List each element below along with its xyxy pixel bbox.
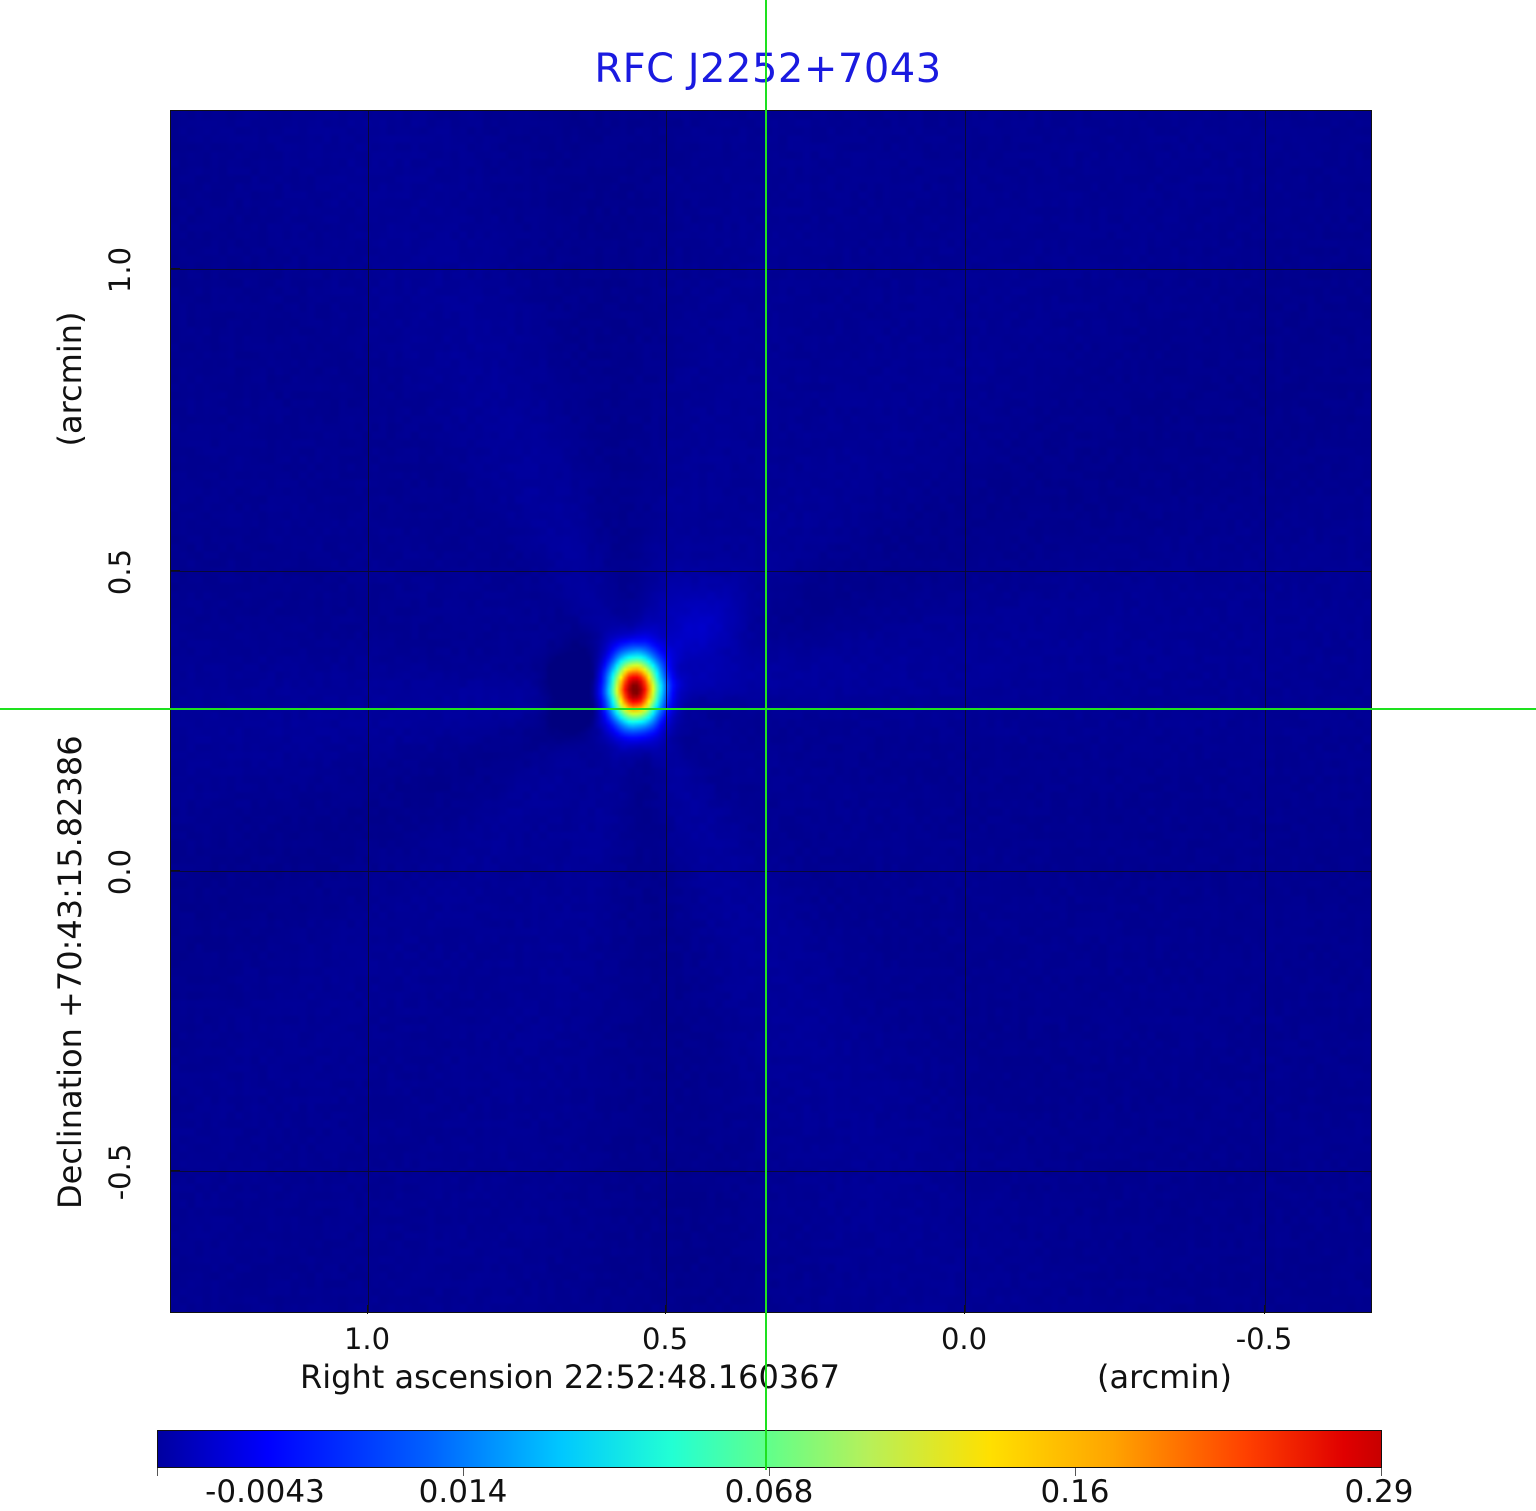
intensity-heatmap — [171, 111, 1371, 1312]
x-axis-unit-label: (arcmin) — [1097, 1358, 1232, 1396]
sky-image-plot[interactable] — [170, 110, 1372, 1313]
xtick-label: 1.0 — [343, 1322, 391, 1356]
ytick-mark — [171, 870, 180, 871]
ytick-label: -0.5 — [103, 1143, 137, 1201]
xtick-label: 0.0 — [940, 1322, 988, 1356]
ytick-label: 0.5 — [103, 548, 137, 596]
crosshair-vertical-line — [765, 0, 767, 1470]
page-title: RFC J2252+7043 — [594, 46, 942, 92]
colorbar-label: 0.29 — [1344, 1474, 1414, 1510]
ytick-mark — [171, 1170, 180, 1171]
gridline-vertical — [368, 111, 369, 1312]
colorbar-label: -0.0043 — [205, 1474, 325, 1510]
y-axis-unit-label: (arcmin) — [51, 311, 89, 447]
gridline-vertical — [666, 111, 667, 1312]
gridline-horizontal — [171, 571, 1371, 572]
colorbar-tick — [463, 1468, 464, 1476]
crosshair-horizontal-line — [0, 708, 1536, 710]
xtick-mark — [665, 1305, 666, 1314]
y-axis-label: Declination +70:43:15.82386 — [51, 735, 89, 1209]
x-axis-label: Right ascension 22:52:48.160367 — [300, 1358, 840, 1396]
ytick-mark — [171, 570, 180, 571]
colorbar-label: 0.014 — [418, 1474, 508, 1510]
ytick-label: 0.0 — [103, 848, 137, 896]
colorbar-tick — [1381, 1468, 1382, 1476]
gridline-horizontal — [171, 269, 1371, 270]
colorbar-tick — [769, 1468, 770, 1476]
colorbar[interactable] — [157, 1430, 1382, 1468]
gridline-horizontal — [171, 1171, 1371, 1172]
xtick-mark — [1264, 1305, 1265, 1314]
xtick-label: -0.5 — [1235, 1322, 1293, 1356]
xtick-mark — [367, 1305, 368, 1314]
xtick-mark — [964, 1305, 965, 1314]
gridline-horizontal — [171, 871, 1371, 872]
gridline-vertical — [965, 111, 966, 1312]
xtick-label: 0.5 — [641, 1322, 689, 1356]
colorbar-gradient — [157, 1430, 1382, 1468]
ytick-label: 1.0 — [103, 246, 137, 294]
colorbar-label: 0.068 — [724, 1474, 814, 1510]
colorbar-label: 0.16 — [1040, 1474, 1110, 1510]
ytick-mark — [171, 268, 180, 269]
gridline-vertical — [1265, 111, 1266, 1312]
colorbar-tick — [157, 1468, 158, 1476]
colorbar-tick — [1075, 1468, 1076, 1476]
